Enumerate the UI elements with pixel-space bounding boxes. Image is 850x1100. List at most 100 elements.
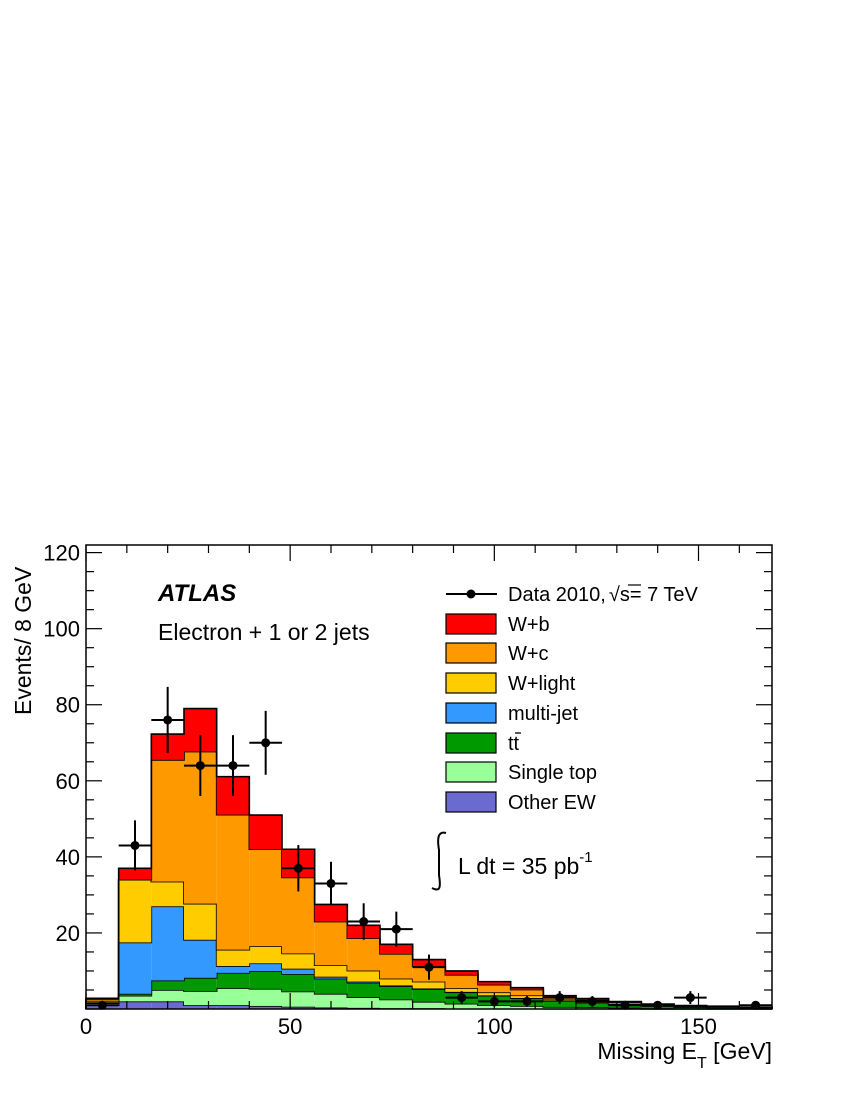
bar-w-light-bin-9 (380, 978, 413, 986)
bar-single-top-bin-1 (118, 995, 152, 1002)
bar-w-light-bin-10 (412, 981, 446, 989)
legend-swatch-singletop (445, 761, 497, 783)
bar-tt-bin-7 (314, 978, 348, 994)
bar-tt-bin-4 (216, 972, 250, 989)
data-point-4 (228, 761, 238, 771)
bar-w-c-bin-11 (445, 974, 478, 989)
axis-ticks (85, 545, 772, 1010)
bar-tt-bin-8 (347, 982, 380, 998)
data-point-7 (326, 878, 336, 888)
y-tick-label-120: 120 (43, 541, 80, 566)
integral-sign-icon (431, 831, 447, 891)
legend-label-wb: W+b (508, 614, 550, 636)
bar-w-light-bin-1 (118, 879, 152, 943)
bar-single-top-bin-8 (347, 997, 380, 1008)
legend-swatch-wlight (445, 672, 497, 694)
y-tick-label-20: 20 (56, 921, 80, 946)
bar-w-c-bin-4 (216, 814, 250, 950)
plot-frame (85, 544, 773, 1010)
bar-w-c-bin-5 (249, 849, 282, 947)
bar-w-light-bin-8 (347, 970, 380, 982)
bar-other-ew-bin-1 (118, 1001, 152, 1009)
legend-data-marker (466, 589, 476, 599)
legend-label-otherew: Other EW (508, 792, 596, 814)
y-tick-label-60: 60 (56, 769, 80, 794)
bar-multi-jet-bin-6 (282, 968, 315, 975)
bar-single-top-bin-2 (151, 989, 184, 1002)
legend-label-wlight: W+light (508, 673, 576, 695)
bar-tt-bin-10 (412, 989, 446, 1002)
bar-other-ew-bin-4 (216, 1005, 250, 1009)
bar-w-c-bin-0 (86, 999, 119, 1002)
bar-w-light-bin-2 (151, 881, 184, 907)
bar-w-c-bin-8 (347, 938, 380, 971)
bar-multi-jet-bin-2 (151, 906, 184, 981)
legend-label-ttbar: tt (508, 733, 520, 755)
bar-other-ew-bin-5 (249, 1005, 282, 1009)
bar-w-light-bin-4 (216, 949, 250, 967)
legend-swatch-multijet (445, 702, 497, 724)
bar-single-top-bin-9 (380, 999, 413, 1009)
data-point-5 (261, 738, 271, 748)
bar-w-light-bin-5 (249, 946, 282, 964)
bar-tt-bin-5 (249, 970, 282, 989)
bar-w-c-bin-7 (314, 921, 348, 966)
data-point-0 (97, 1000, 107, 1010)
data-point-13 (522, 996, 532, 1006)
data-point-6 (293, 863, 303, 873)
legend-label-data: Data 2010, √s= 7 TeV (508, 584, 699, 606)
data-point-10 (424, 962, 434, 972)
bar-w-light-bin-7 (314, 965, 348, 977)
bar-single-top-bin-11 (445, 1003, 478, 1009)
legend-label-singletop: Single top (508, 762, 597, 784)
bar-tt-bin-3 (184, 977, 217, 992)
data-point-15 (587, 996, 597, 1006)
data-point-3 (195, 761, 205, 771)
bar-w-light-bin-3 (184, 903, 217, 940)
bar-w-b-bin-11 (445, 970, 478, 975)
bar-tt-bin-1 (118, 993, 152, 996)
bar-other-ew-bin-3 (184, 1005, 217, 1009)
bar-w-c-bin-9 (380, 953, 413, 979)
bar-w-b-bin-5 (249, 815, 282, 850)
x-tick-label-50: 50 (278, 1014, 302, 1039)
data-point-11 (457, 993, 467, 1003)
bar-w-b-bin-7 (314, 904, 348, 922)
data-point-18 (685, 993, 695, 1003)
experiment-label: ATLAS (157, 580, 236, 607)
bar-w-b-bin-12 (478, 981, 511, 985)
bar-single-top-bin-5 (249, 988, 282, 1006)
data-point-8 (359, 917, 369, 927)
bar-other-ew-bin-6 (282, 1006, 315, 1009)
bar-w-c-bin-12 (478, 984, 511, 993)
data-point-2 (163, 715, 173, 725)
bar-single-top-bin-10 (412, 1001, 446, 1009)
data-point-16 (620, 1000, 630, 1010)
tick-labels: 0 50 100 150 20 40 60 80 100 120 (43, 541, 717, 1039)
bar-w-c-bin-2 (151, 759, 184, 882)
bar-w-c-bin-13 (510, 989, 544, 996)
bar-single-top-bin-3 (184, 991, 217, 1006)
y-tick-label-80: 80 (56, 693, 80, 718)
bar-w-b-bin-1 (118, 868, 152, 880)
bar-w-b-bin-13 (510, 987, 544, 990)
bar-w-light-bin-11 (445, 988, 478, 992)
x-axis-title: Missing ET [GeV] (597, 1038, 772, 1072)
bar-tt-bin-2 (151, 980, 184, 990)
data-point-9 (391, 924, 401, 934)
lumi-label: L dt = 35 pb-1 (458, 849, 593, 879)
bar-multi-jet-bin-3 (184, 939, 217, 978)
bar-multi-jet-bin-7 (314, 976, 348, 979)
x-tick-label-0: 0 (80, 1014, 92, 1039)
data-point-1 (130, 840, 140, 850)
y-axis-title: Events/ 8 GeV (10, 566, 36, 715)
bar-single-top-bin-4 (216, 988, 250, 1006)
legend: Data 2010, √s= 7 TeV W+b W+c W+light mult… (445, 584, 699, 814)
legend-swatch-wc (445, 642, 497, 664)
x-tick-label-100: 100 (476, 1014, 513, 1039)
bar-tt-bin-6 (282, 974, 315, 992)
x-tick-label-150: 150 (680, 1014, 717, 1039)
bar-w-light-bin-6 (282, 953, 315, 969)
legend-label-multijet: multi-jet (508, 703, 578, 725)
